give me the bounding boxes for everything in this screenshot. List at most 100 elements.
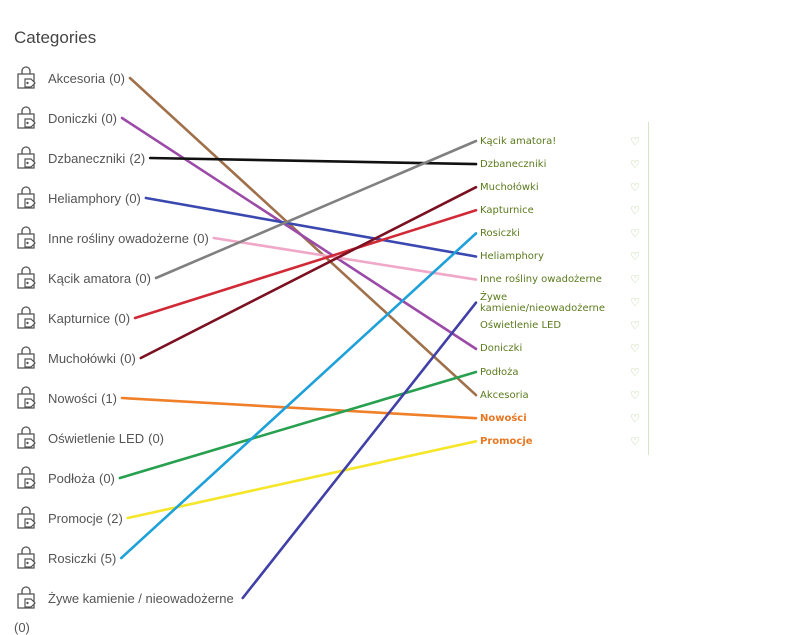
heart-icon[interactable]: ♡ bbox=[630, 226, 640, 240]
shopping-bag-icon bbox=[17, 266, 36, 289]
left-category-name: Żywe kamienie / nieowadożerne bbox=[48, 590, 234, 606]
left-category-name: Doniczki bbox=[48, 110, 98, 126]
match-line bbox=[120, 116, 478, 351]
right-category-item[interactable]: Podłoża ♡ bbox=[480, 362, 640, 382]
left-category-count: (2) bbox=[106, 510, 123, 526]
left-category-item[interactable]: Inne rośliny owadożerne (0) bbox=[16, 224, 209, 252]
right-category-item[interactable]: Żywe kamienie/nieowadożerne ♡ bbox=[480, 292, 640, 314]
left-category-count: (0) bbox=[135, 270, 151, 286]
right-category-label: Promocje bbox=[480, 435, 533, 447]
left-category-label: Żywe kamienie / nieowadożerne bbox=[48, 591, 238, 606]
shopping-bag-icon bbox=[17, 546, 36, 569]
right-category-label: Inne rośliny owadożerne bbox=[480, 274, 602, 286]
shopping-bag-icon bbox=[17, 346, 36, 369]
match-line bbox=[133, 208, 478, 320]
left-category-count: (0) bbox=[109, 70, 125, 86]
right-category-item[interactable]: Doniczki ♡ bbox=[480, 339, 640, 359]
heart-icon[interactable]: ♡ bbox=[630, 250, 640, 263]
left-category-item[interactable]: Oświetlenie LED (0) bbox=[16, 424, 164, 452]
left-category-label: Akcesoria (0) bbox=[48, 71, 125, 86]
match-line bbox=[139, 185, 478, 360]
right-category-label: Nowości bbox=[480, 412, 527, 424]
right-category-label: Podłoża bbox=[480, 366, 519, 378]
right-category-label: Muchołówki bbox=[480, 181, 539, 193]
left-category-count: (0) bbox=[98, 470, 115, 486]
left-category-label: Inne rośliny owadożerne (0) bbox=[48, 231, 209, 246]
left-category-item[interactable]: Dzbaneczniki (2) bbox=[16, 144, 145, 172]
left-category-item[interactable]: Doniczki (0) bbox=[16, 104, 117, 132]
right-category-item[interactable]: Dzbaneczniki ♡ bbox=[480, 154, 640, 174]
left-category-name: Kapturnice bbox=[48, 310, 111, 326]
left-category-item[interactable]: Żywe kamienie / nieowadożerne bbox=[16, 584, 238, 612]
heart-icon[interactable]: ♡ bbox=[630, 434, 640, 448]
heart-icon[interactable]: ♡ bbox=[630, 365, 640, 379]
right-category-item[interactable]: Akcesoria ♡ bbox=[480, 385, 640, 405]
shopping-bag-icon bbox=[17, 106, 36, 129]
left-category-item[interactable]: Kącik amatora (0) bbox=[16, 264, 151, 292]
left-category-label: Rosiczki (5) bbox=[48, 551, 116, 566]
left-item-count-wrapped: (0) bbox=[14, 620, 30, 635]
heart-icon[interactable]: ♡ bbox=[630, 388, 640, 402]
left-category-label: Dzbaneczniki (2) bbox=[48, 151, 145, 166]
left-category-name: Oświetlenie LED bbox=[48, 430, 145, 446]
left-category-name: Heliamphory bbox=[48, 190, 121, 206]
right-category-label: Doniczki bbox=[480, 343, 523, 355]
shopping-bag-icon bbox=[17, 66, 36, 89]
right-category-label: Akcesoria bbox=[480, 389, 529, 401]
heart-icon[interactable]: ♡ bbox=[630, 296, 640, 310]
right-category-item[interactable]: Rosiczki ♡ bbox=[480, 223, 640, 243]
left-category-count: (0) bbox=[101, 110, 118, 126]
left-category-count: (0) bbox=[114, 310, 131, 326]
left-category-name: Inne rośliny owadożerne bbox=[48, 230, 189, 246]
right-category-item[interactable]: Kapturnice ♡ bbox=[480, 200, 640, 220]
heart-icon[interactable]: ♡ bbox=[630, 319, 640, 333]
right-category-label: Dzbaneczniki bbox=[480, 158, 547, 170]
right-category-item[interactable]: Promocje ♡ bbox=[480, 431, 640, 451]
right-category-item[interactable]: Heliamphory ♡ bbox=[480, 247, 640, 267]
right-category-item[interactable]: Muchołówki ♡ bbox=[480, 177, 640, 197]
left-category-label: Doniczki (0) bbox=[48, 111, 117, 126]
heart-icon[interactable]: ♡ bbox=[630, 157, 640, 171]
match-line bbox=[120, 396, 478, 420]
left-category-label: Podłoża (0) bbox=[48, 471, 115, 486]
left-category-label: Promocje (2) bbox=[48, 511, 123, 526]
left-category-item[interactable]: Akcesoria (0) bbox=[16, 64, 125, 92]
left-category-item[interactable]: Nowości (1) bbox=[16, 384, 117, 412]
right-category-item[interactable]: Inne rośliny owadożerne ♡ bbox=[480, 270, 640, 290]
shopping-bag-icon bbox=[17, 426, 36, 449]
heart-icon[interactable]: ♡ bbox=[630, 134, 640, 148]
left-category-name: Rosiczki bbox=[48, 550, 97, 566]
left-category-item[interactable]: Rosiczki (5) bbox=[16, 544, 116, 572]
shopping-bag-icon bbox=[17, 386, 36, 409]
left-category-label: Nowości (1) bbox=[48, 391, 117, 406]
heart-icon[interactable]: ♡ bbox=[630, 203, 640, 217]
left-category-count: (0) bbox=[124, 190, 141, 206]
left-category-item[interactable]: Podłoża (0) bbox=[16, 464, 115, 492]
left-category-count: (5) bbox=[100, 550, 117, 566]
left-category-label: Kapturnice (0) bbox=[48, 311, 130, 326]
heart-icon[interactable]: ♡ bbox=[630, 273, 640, 287]
left-category-name: Muchołówki bbox=[48, 350, 116, 366]
right-divider bbox=[648, 122, 649, 455]
left-category-item[interactable]: Promocje (2) bbox=[16, 504, 123, 532]
right-category-item[interactable]: Oświetlenie LED ♡ bbox=[480, 316, 640, 336]
right-category-item[interactable]: Kącik amatora! ♡ bbox=[480, 131, 640, 151]
heart-icon[interactable]: ♡ bbox=[630, 411, 640, 425]
left-category-count: (2) bbox=[129, 150, 146, 166]
shopping-bag-icon bbox=[17, 506, 36, 529]
left-category-name: Kącik amatora bbox=[48, 270, 132, 286]
shopping-bag-icon bbox=[17, 306, 36, 329]
match-line bbox=[119, 232, 478, 560]
left-category-item[interactable]: Kapturnice (0) bbox=[16, 304, 130, 332]
right-category-item[interactable]: Nowości ♡ bbox=[480, 408, 640, 428]
right-category-label: Heliamphory bbox=[480, 251, 544, 262]
left-category-item[interactable]: Heliamphory (0) bbox=[16, 184, 141, 212]
heart-icon[interactable]: ♡ bbox=[630, 180, 640, 194]
left-category-label: Oświetlenie LED (0) bbox=[48, 431, 164, 446]
shopping-bag-icon bbox=[17, 146, 36, 169]
left-category-count: (0) bbox=[148, 430, 164, 446]
match-line bbox=[126, 439, 478, 520]
heart-icon[interactable]: ♡ bbox=[630, 342, 640, 356]
left-category-item[interactable]: Muchołówki (0) bbox=[16, 344, 136, 372]
